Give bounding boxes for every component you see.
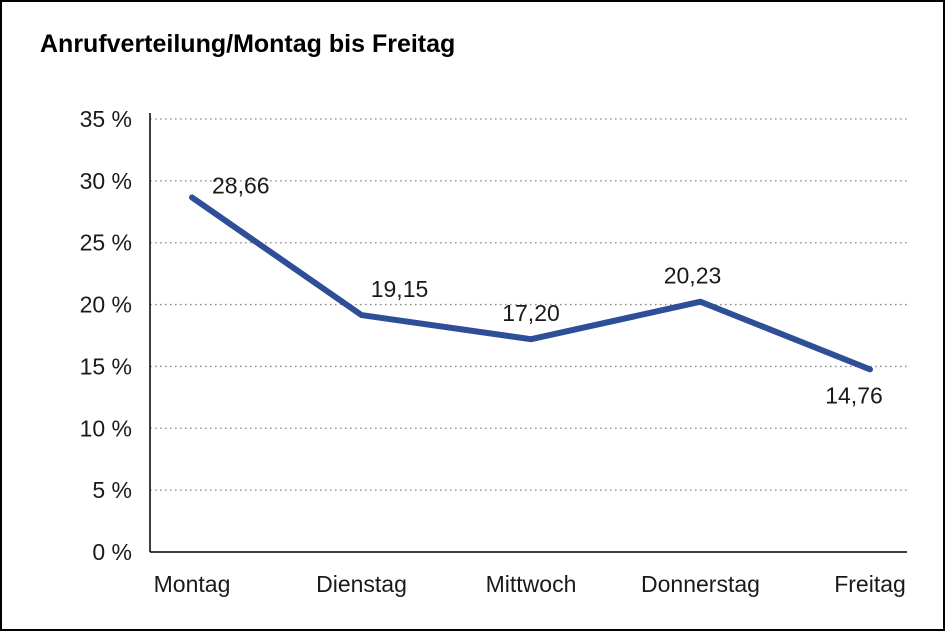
- y-tick-label: 35 %: [80, 106, 132, 132]
- data-label: 14,76: [825, 382, 883, 408]
- x-tick-label: Dienstag: [316, 571, 407, 597]
- y-tick-label: 25 %: [80, 230, 132, 256]
- x-tick-label: Mittwoch: [486, 571, 577, 597]
- y-tick-label: 5 %: [92, 477, 132, 503]
- y-tick-label: 30 %: [80, 168, 132, 194]
- y-tick-label: 0 %: [92, 539, 132, 565]
- x-tick-label: Montag: [154, 571, 231, 597]
- y-tick-label: 20 %: [80, 292, 132, 318]
- data-label: 19,15: [371, 276, 429, 302]
- data-label: 20,23: [664, 263, 722, 289]
- data-label: 17,20: [502, 300, 560, 326]
- data-label: 28,66: [212, 172, 270, 198]
- x-tick-label: Freitag: [834, 571, 906, 597]
- x-tick-label: Donnerstag: [641, 571, 760, 597]
- y-tick-label: 10 %: [80, 415, 132, 441]
- chart-title: Anrufverteilung/Montag bis Freitag: [40, 30, 456, 58]
- series-line: [189, 194, 873, 373]
- y-tick-label: 15 %: [80, 353, 132, 379]
